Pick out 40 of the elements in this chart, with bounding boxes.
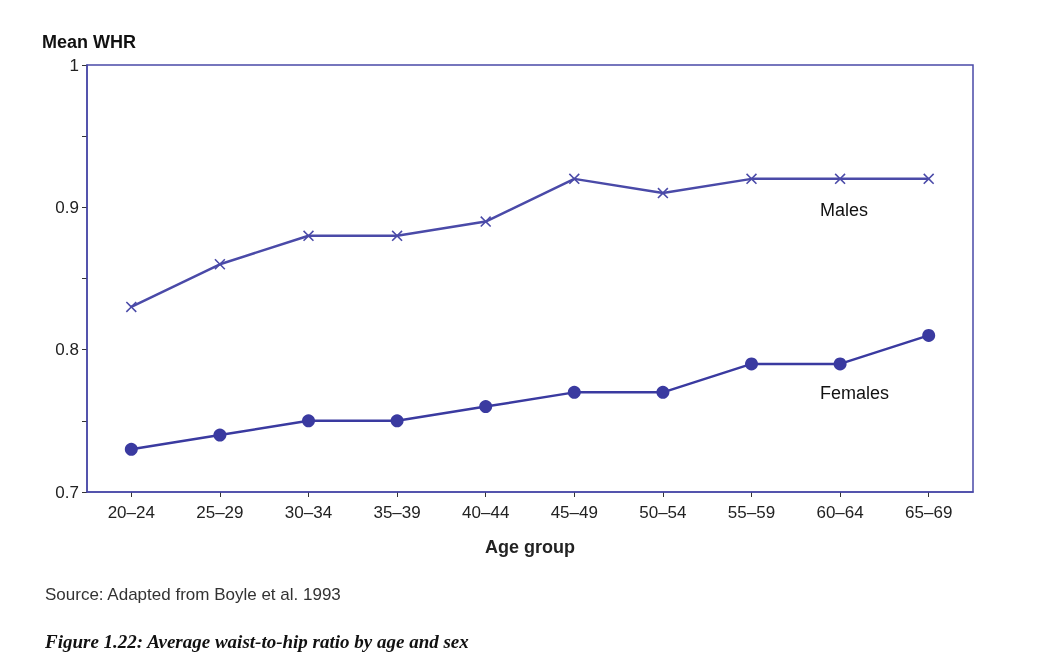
y-tick-label: 0.7	[55, 482, 79, 502]
point	[833, 357, 847, 371]
point	[390, 414, 404, 428]
point	[125, 301, 137, 313]
text: Figure 1.22: Average waist-to-hip ratio by age and sex	[44, 631, 470, 652]
series-label: Males	[820, 199, 869, 220]
y-tick-label: 0.8	[55, 340, 79, 360]
point	[834, 173, 846, 185]
point	[391, 230, 403, 242]
point	[923, 173, 935, 185]
point	[214, 258, 226, 270]
x-tick-label: 45–49	[550, 503, 598, 522]
point	[479, 400, 493, 414]
point	[303, 230, 314, 242]
x-tick-label: 50–54	[639, 503, 687, 522]
x-tick-label: 30–34	[284, 503, 333, 522]
x-tick-label: 25–29	[196, 503, 244, 522]
point	[745, 357, 758, 371]
x-tick-label: 55–59	[727, 503, 776, 522]
point	[657, 187, 669, 199]
point	[922, 328, 936, 342]
x-tick-label: 60–64	[816, 503, 864, 522]
x-tick-label: 20–24	[107, 503, 155, 522]
point	[124, 442, 138, 456]
source-note: Source: Adapted from Boyle et al. 1993	[45, 585, 341, 604]
x-axis-title: Age group	[485, 537, 575, 557]
point	[567, 385, 581, 399]
x-tick-label: 35–39	[373, 503, 421, 522]
y-tick-label: 1	[69, 55, 79, 75]
point	[746, 173, 757, 185]
point	[568, 173, 580, 185]
point	[213, 428, 227, 442]
point	[302, 414, 315, 428]
series-label: Females	[820, 382, 890, 403]
point	[656, 385, 670, 399]
x-tick-label: 40–44	[462, 503, 510, 522]
x-tick-label: 65–69	[905, 503, 953, 522]
y-axis-title: Mean WHR	[42, 32, 136, 52]
y-tick-label: 0.9	[55, 197, 79, 217]
point	[480, 216, 492, 228]
